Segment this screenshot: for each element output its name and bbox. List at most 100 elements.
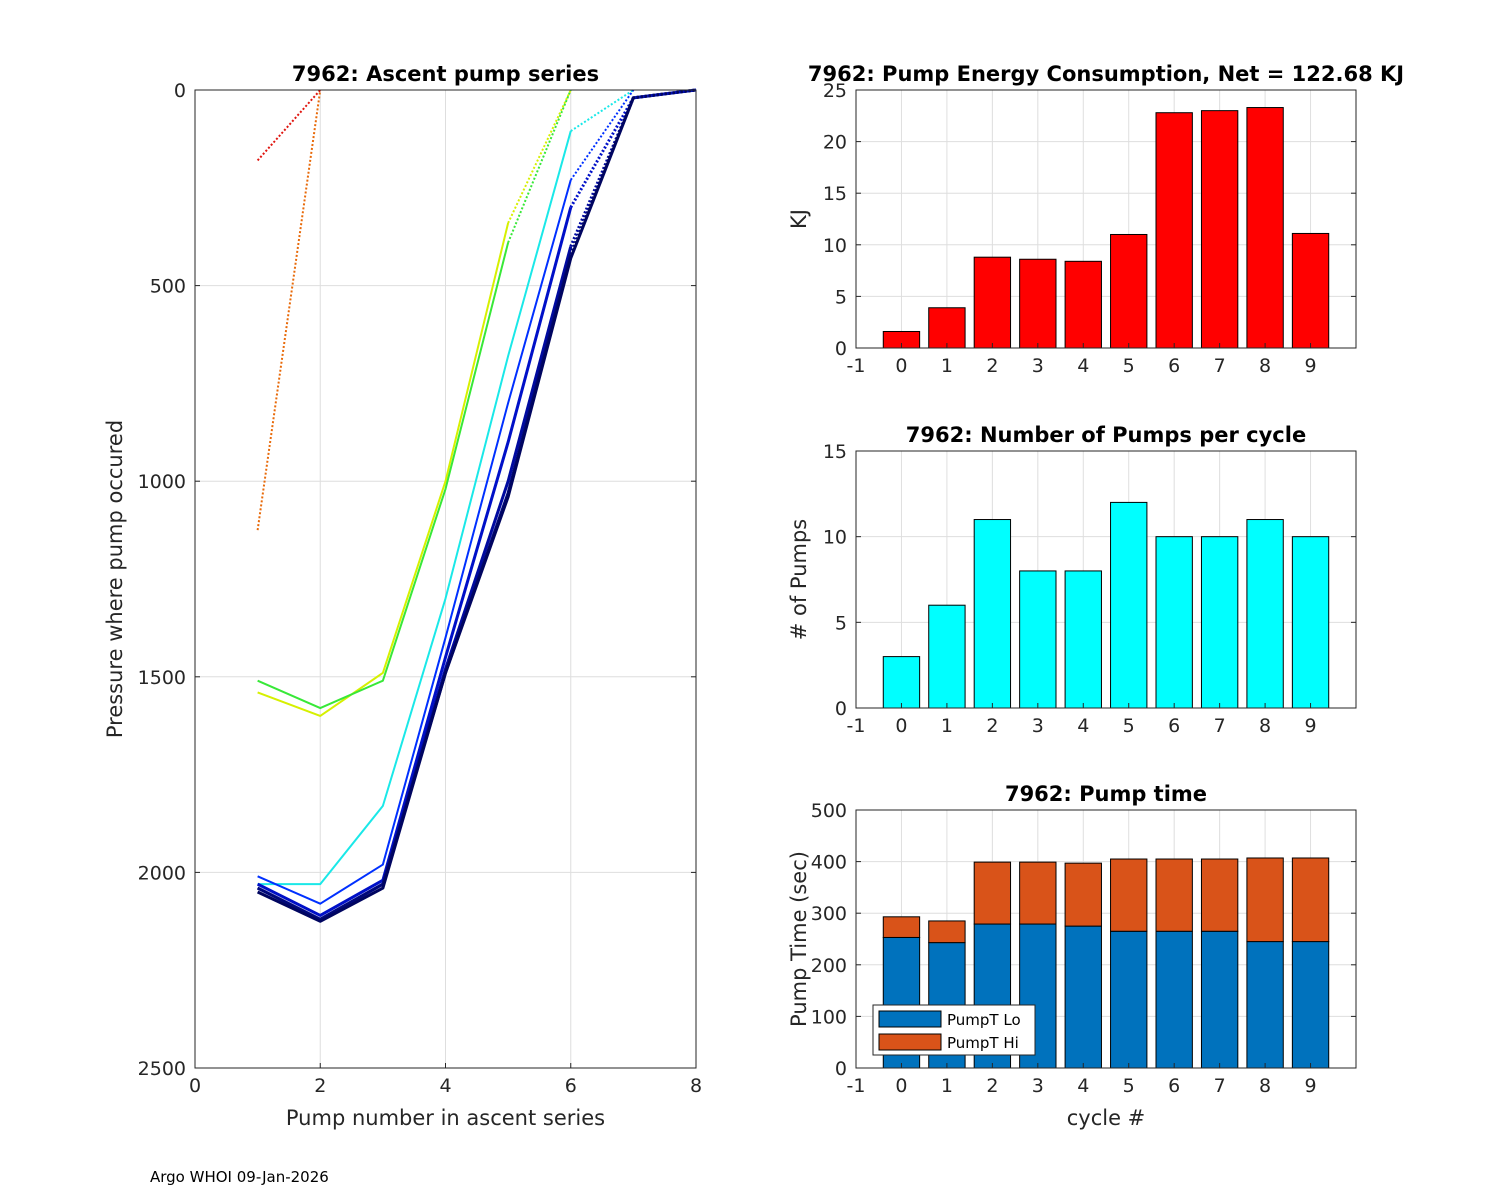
- pumps-bar: [973, 519, 1012, 709]
- energy-bar: [1200, 110, 1239, 349]
- x-tick-label: 9: [1304, 1075, 1316, 1097]
- ascent-series-line: [257, 222, 510, 717]
- ascent-series-dotted: [256, 89, 322, 531]
- x-tick-label: -1: [847, 355, 866, 377]
- pumptime-bar-hi: [1019, 861, 1057, 925]
- energy-ylabel: KJ: [787, 209, 811, 229]
- y-tick-label: 25: [823, 80, 847, 102]
- y-tick-label: 0: [835, 338, 847, 360]
- x-tick-label: 6: [1168, 715, 1180, 737]
- y-tick-label: 500: [150, 276, 186, 298]
- y-tick-label: 10: [823, 235, 847, 257]
- pumptime-legend: PumpT Lo PumpT Hi: [872, 1004, 1036, 1056]
- y-tick-label: 300: [811, 903, 847, 925]
- x-tick-label: 7: [1214, 715, 1226, 737]
- ascent-series-line: [256, 97, 635, 923]
- y-tick-label: 5: [835, 286, 847, 308]
- ascent-series-dotted: [570, 89, 634, 132]
- ascent-series-dotted: [507, 89, 572, 224]
- x-tick-label: 1: [941, 715, 953, 737]
- x-tick-label: 9: [1304, 355, 1316, 377]
- pumptime-bar-hi: [1200, 858, 1239, 932]
- pumptime-bar-hi: [1110, 858, 1148, 932]
- y-tick-label: 400: [811, 852, 847, 874]
- y-tick-label: 15: [823, 183, 847, 205]
- y-tick-label: 20: [823, 132, 847, 154]
- energy-bar: [973, 256, 1012, 349]
- pumptime-bar-hi: [928, 920, 966, 944]
- pumps-bar: [882, 656, 921, 709]
- x-tick-label: 5: [1123, 355, 1135, 377]
- pumptime-bar-lo: [1291, 941, 1330, 1069]
- pumptime-bar-hi: [1246, 857, 1284, 943]
- ascent-ylabel: Pressure where pump occured: [103, 420, 127, 738]
- pumptime-bar-hi: [1155, 858, 1193, 932]
- y-tick-label: 0: [174, 80, 186, 102]
- ascent-series-dotted: [507, 89, 572, 243]
- pumps-bar: [1019, 570, 1057, 709]
- pumps-bar: [1110, 501, 1148, 709]
- pumptime-bar-hi: [1064, 862, 1102, 927]
- ascent-series-dotted: [569, 88, 697, 248]
- ascent-series-dotted: [569, 88, 697, 209]
- y-tick-label: 200: [811, 955, 847, 977]
- x-tick-label: 4: [1077, 715, 1089, 737]
- y-tick-label: 1500: [138, 667, 186, 689]
- energy-bar: [1155, 112, 1193, 349]
- pumptime-bar-hi: [882, 916, 921, 938]
- pumps-bar: [1155, 536, 1193, 709]
- ascent-series-line: [257, 242, 510, 710]
- pumptime-xlabel: cycle #: [1067, 1106, 1146, 1130]
- x-tick-label: 5: [1123, 1075, 1135, 1097]
- x-tick-label: 7: [1214, 1075, 1226, 1097]
- x-tick-label: 3: [1032, 715, 1044, 737]
- pumps-bar: [1200, 536, 1239, 709]
- y-tick-label: 10: [823, 527, 847, 549]
- y-tick-label: 15: [823, 441, 847, 463]
- y-tick-label: 2500: [138, 1058, 186, 1080]
- x-tick-label: -1: [847, 1075, 866, 1097]
- y-tick-label: 2000: [138, 862, 186, 884]
- energy-bar: [1246, 107, 1284, 349]
- y-tick-label: 0: [835, 698, 847, 720]
- y-tick-label: 500: [811, 800, 847, 822]
- ascent-xlabel: Pump number in ascent series: [286, 1106, 605, 1130]
- energy-bar: [1064, 260, 1102, 349]
- energy-bar: [928, 307, 966, 349]
- pumptime-bar-lo: [1200, 930, 1239, 1069]
- x-tick-label: 3: [1032, 1075, 1044, 1097]
- pumps-title: 7962: Number of Pumps per cycle: [906, 423, 1306, 447]
- x-tick-label: -1: [847, 715, 866, 737]
- energy-title: 7962: Pump Energy Consumption, Net = 122…: [808, 62, 1404, 86]
- pumps-plot-frame: [855, 450, 1357, 709]
- x-tick-label: 4: [439, 1075, 451, 1097]
- pumps-ylabel: # of Pumps: [787, 519, 811, 641]
- x-tick-label: 5: [1123, 715, 1135, 737]
- x-tick-label: 4: [1077, 1075, 1089, 1097]
- x-tick-label: 9: [1304, 715, 1316, 737]
- ascent-series-dotted: [569, 89, 635, 181]
- pumptime-bar-lo: [1110, 930, 1148, 1069]
- legend-swatch-pumpt-lo: [878, 1010, 942, 1028]
- x-tick-label: 1: [941, 355, 953, 377]
- pumps-bar: [928, 604, 966, 709]
- x-tick-label: 8: [1259, 355, 1271, 377]
- x-tick-label: 0: [895, 355, 907, 377]
- pumptime-bar-hi: [973, 861, 1012, 925]
- pumps-bar: [1246, 519, 1284, 709]
- y-tick-label: 100: [811, 1006, 847, 1028]
- legend-label-pumpt-lo: PumpT Lo: [947, 1011, 1021, 1029]
- x-tick-label: 7: [1214, 355, 1226, 377]
- x-tick-label: 8: [690, 1075, 702, 1097]
- pumptime-bar-lo: [1064, 925, 1102, 1069]
- pumptime-plot-frame: [855, 809, 1357, 1069]
- ascent-series-dotted: [633, 88, 697, 100]
- pumptime-ylabel: Pump Time (sec): [787, 851, 811, 1027]
- x-tick-label: 3: [1032, 355, 1044, 377]
- pumps-bar: [1291, 536, 1330, 709]
- energy-bar: [1019, 258, 1057, 349]
